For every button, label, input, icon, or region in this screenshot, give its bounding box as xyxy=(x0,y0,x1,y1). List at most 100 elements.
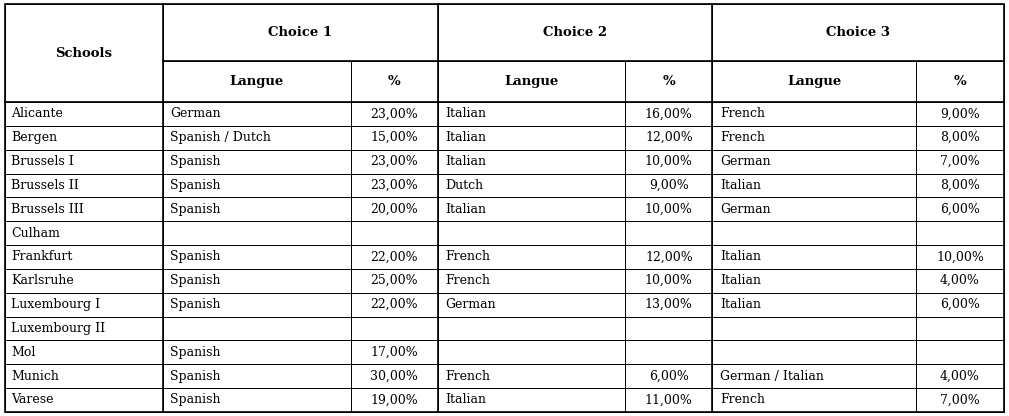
Text: Brussels I: Brussels I xyxy=(11,155,74,168)
Bar xyxy=(916,388,1004,412)
Text: 22,00%: 22,00% xyxy=(370,298,418,311)
Text: German / Italian: German / Italian xyxy=(720,369,824,383)
Text: 25,00%: 25,00% xyxy=(370,274,418,287)
Bar xyxy=(626,317,712,340)
Bar xyxy=(626,126,712,150)
Bar xyxy=(916,293,1004,317)
Bar xyxy=(162,245,351,269)
Bar xyxy=(5,293,162,317)
Bar xyxy=(712,197,916,221)
Text: %: % xyxy=(663,75,675,88)
Text: 30,00%: 30,00% xyxy=(370,369,418,383)
Bar xyxy=(712,4,1004,61)
Text: Schools: Schools xyxy=(55,47,112,59)
Bar xyxy=(162,197,351,221)
Bar xyxy=(916,173,1004,197)
Bar xyxy=(626,61,712,102)
Bar xyxy=(712,340,916,364)
Text: Luxembourg II: Luxembourg II xyxy=(11,322,106,335)
Bar xyxy=(916,317,1004,340)
Text: Bergen: Bergen xyxy=(11,131,58,144)
Bar xyxy=(5,197,162,221)
Text: 6,00%: 6,00% xyxy=(940,203,980,216)
Bar xyxy=(5,388,162,412)
Bar xyxy=(626,197,712,221)
Bar xyxy=(626,340,712,364)
Bar xyxy=(5,221,162,245)
Text: Spanish: Spanish xyxy=(171,203,221,216)
Text: French: French xyxy=(445,274,490,287)
Bar xyxy=(351,364,438,388)
Text: 17,00%: 17,00% xyxy=(370,346,418,359)
Text: 6,00%: 6,00% xyxy=(940,298,980,311)
Bar xyxy=(5,317,162,340)
Text: Spanish: Spanish xyxy=(171,394,221,406)
Bar xyxy=(712,388,916,412)
Text: Brussels II: Brussels II xyxy=(11,179,79,192)
Bar xyxy=(626,102,712,126)
Text: Langue: Langue xyxy=(787,75,842,88)
Text: French: French xyxy=(445,369,490,383)
Text: French: French xyxy=(445,250,490,263)
Text: 7,00%: 7,00% xyxy=(940,155,980,168)
Bar xyxy=(162,61,351,102)
Bar xyxy=(351,126,438,150)
Bar xyxy=(916,197,1004,221)
Text: 22,00%: 22,00% xyxy=(370,250,418,263)
Bar xyxy=(712,150,916,173)
Text: 20,00%: 20,00% xyxy=(370,203,418,216)
Text: Italian: Italian xyxy=(720,179,762,192)
Text: German: German xyxy=(720,203,771,216)
Bar xyxy=(626,364,712,388)
Bar xyxy=(351,197,438,221)
Bar xyxy=(438,293,626,317)
Bar xyxy=(626,245,712,269)
Text: 10,00%: 10,00% xyxy=(645,274,693,287)
Bar xyxy=(438,173,626,197)
Bar xyxy=(712,61,916,102)
Bar xyxy=(916,150,1004,173)
Text: 19,00%: 19,00% xyxy=(370,394,418,406)
Text: 12,00%: 12,00% xyxy=(645,131,693,144)
Bar xyxy=(162,293,351,317)
Text: Varese: Varese xyxy=(11,394,53,406)
Text: Italian: Italian xyxy=(445,131,486,144)
Bar xyxy=(351,102,438,126)
Text: French: French xyxy=(720,394,766,406)
Text: 23,00%: 23,00% xyxy=(370,107,418,120)
Bar xyxy=(916,221,1004,245)
Bar xyxy=(712,269,916,293)
Bar xyxy=(351,150,438,173)
Text: Brussels III: Brussels III xyxy=(11,203,84,216)
Text: 11,00%: 11,00% xyxy=(645,394,693,406)
Bar xyxy=(438,4,712,61)
Bar xyxy=(5,4,162,102)
Bar xyxy=(351,173,438,197)
Bar xyxy=(5,340,162,364)
Bar xyxy=(438,197,626,221)
Bar xyxy=(626,173,712,197)
Bar xyxy=(438,61,626,102)
Bar xyxy=(626,388,712,412)
Text: German: German xyxy=(720,155,771,168)
Bar xyxy=(162,4,438,61)
Bar xyxy=(351,340,438,364)
Bar xyxy=(162,173,351,197)
Bar xyxy=(162,317,351,340)
Bar xyxy=(916,340,1004,364)
Text: Italian: Italian xyxy=(720,250,762,263)
Bar xyxy=(438,340,626,364)
Bar xyxy=(351,61,438,102)
Bar xyxy=(162,364,351,388)
Text: Alicante: Alicante xyxy=(11,107,64,120)
Text: Culham: Culham xyxy=(11,227,61,240)
Bar xyxy=(626,150,712,173)
Text: 4,00%: 4,00% xyxy=(940,274,980,287)
Text: 8,00%: 8,00% xyxy=(940,131,980,144)
Bar xyxy=(162,102,351,126)
Bar xyxy=(5,102,162,126)
Text: French: French xyxy=(720,131,766,144)
Bar xyxy=(712,364,916,388)
Bar xyxy=(438,317,626,340)
Text: Frankfurt: Frankfurt xyxy=(11,250,73,263)
